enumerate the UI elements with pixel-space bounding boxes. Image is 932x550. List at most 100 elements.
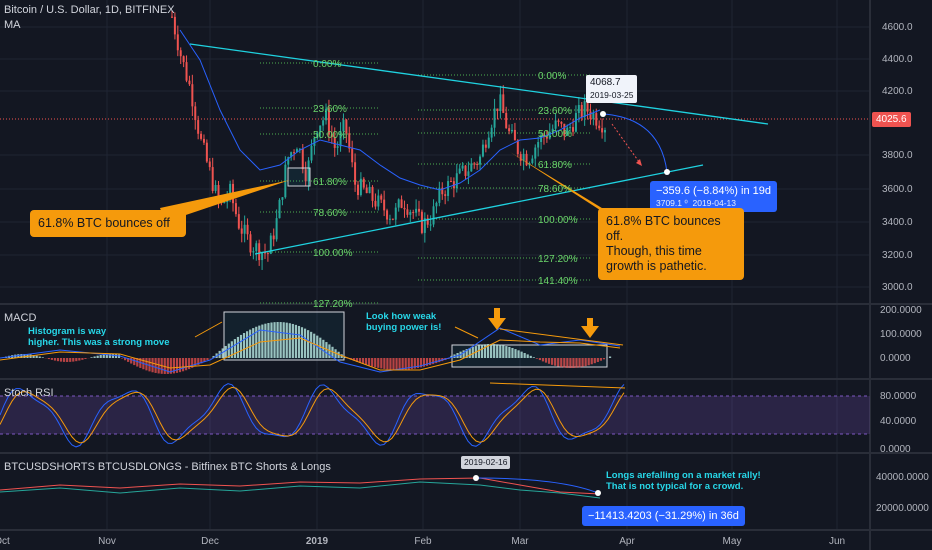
candle-body [464,165,467,176]
candle-body [176,34,179,51]
candle-body [412,212,415,214]
time-tick: 2019 [306,536,329,547]
macd-bar [462,350,465,358]
candle-body [255,243,258,252]
candle-body [589,111,592,120]
candle-body [188,80,191,85]
price-tick: 3000.0 [882,282,913,293]
candles [171,11,606,270]
rsi-tick: 80.0000 [880,391,917,402]
macd-bar [496,344,499,358]
shorts-measure-end[interactable] [595,490,601,496]
macd-bar [572,358,575,368]
macd-bar [404,358,407,370]
macd-bar [465,349,468,358]
macd-bar [416,358,419,369]
macd-bar [401,358,404,370]
candle-body [223,202,226,204]
macd-bar [151,358,154,373]
fib-right-label: 0.00% [538,71,566,82]
macd-bar [380,358,383,369]
macd-bar [551,358,554,365]
ma-indicator-label[interactable]: MA [4,19,21,31]
fib-left-label: 50.00% [313,130,347,141]
shorts-measure-box[interactable]: −11413.4203 (−31.29%) in 36d [582,506,745,526]
time-tick: Jun [829,536,845,547]
macd-tick: 200.0000 [880,305,922,316]
price-tick: 3400.0 [882,217,913,228]
candle-body [429,224,432,226]
bounce-highlight-box[interactable] [287,167,311,187]
shorts-measure-curve[interactable] [475,477,599,494]
candle-body [275,218,278,240]
macd-bar [154,358,157,373]
candle-body [202,138,205,143]
fib-left-label: 61.80% [313,177,347,188]
candle-body [240,228,243,234]
macd-bar [502,345,505,358]
left-callout[interactable]: 61.8% BTC bounces off [30,210,186,237]
macd-bar [575,358,578,368]
macd-bar [514,349,517,358]
macd-bar [212,355,215,358]
projection-curve[interactable] [602,113,668,173]
price-measure-box[interactable]: −359.6 (−8.84%) in 19d 3709.1 ⁰ 2019-04-… [650,181,777,212]
rsi-divergence-line [489,382,626,389]
macd-bar [505,346,508,358]
candle-body [211,167,214,192]
stoch-rsi-pane-title[interactable]: Stoch RSI [4,387,54,399]
macd-bar [267,322,270,358]
shorts-measure-start[interactable] [473,475,479,481]
price-tick: 3200.0 [882,250,913,261]
candle-body [290,152,293,158]
candle-body [502,94,505,113]
time-tick: Dec [201,536,219,547]
candle-body [377,195,380,207]
macd-bar [102,354,105,358]
right-callout[interactable]: 61.8% BTC bounces off. Though, this time… [598,208,744,280]
shorts-pane-title[interactable]: BTCUSDSHORTS BTCUSDLONGS - Bitfinex BTC … [4,461,331,473]
candle-body [449,181,452,183]
candle-body [266,253,269,255]
macd-bar [529,355,532,358]
macd-bar [511,347,514,358]
macd-bar [230,341,233,358]
macd-bar [227,343,230,358]
fib-left-label: 0.00% [313,59,341,70]
macd-bar [563,358,566,368]
candle-body [319,125,322,133]
candle-body [313,137,316,146]
candle-body [197,120,200,134]
price-tick: 4400.0 [882,54,913,65]
candle-body [423,218,426,233]
macd-bar [188,358,191,370]
candle-body [194,106,197,121]
candle-body [540,135,543,143]
upper-trendline[interactable] [189,43,769,125]
candle-body [208,161,211,168]
rsi-tick: 0.0000 [880,444,911,455]
chart-title: Bitcoin / U.S. Dollar, 1D, BITFINEX [4,4,175,16]
candle-body [476,164,479,166]
candle-body [214,184,217,192]
projection-end-dot[interactable] [664,169,670,175]
macd-bar [407,358,410,370]
candle-body [572,127,575,132]
lower-trendline[interactable] [254,164,704,255]
candle-body [574,112,577,132]
stoch-rsi-d-line [0,386,625,444]
candle-body [418,208,421,212]
price-tooltip-value: 4068.7 [590,77,621,88]
macd-pane-title[interactable]: MACD [4,312,37,324]
macd-bar [172,358,175,374]
candle-body [234,203,237,215]
moving-average-line [179,29,601,191]
projection-arrow[interactable] [611,123,643,167]
macd-pane[interactable] [0,308,624,374]
macd-bar [41,357,44,358]
candle-body [310,145,313,161]
shorts-tick: 20000.0000 [876,503,929,514]
projection-start-dot[interactable] [600,111,606,117]
